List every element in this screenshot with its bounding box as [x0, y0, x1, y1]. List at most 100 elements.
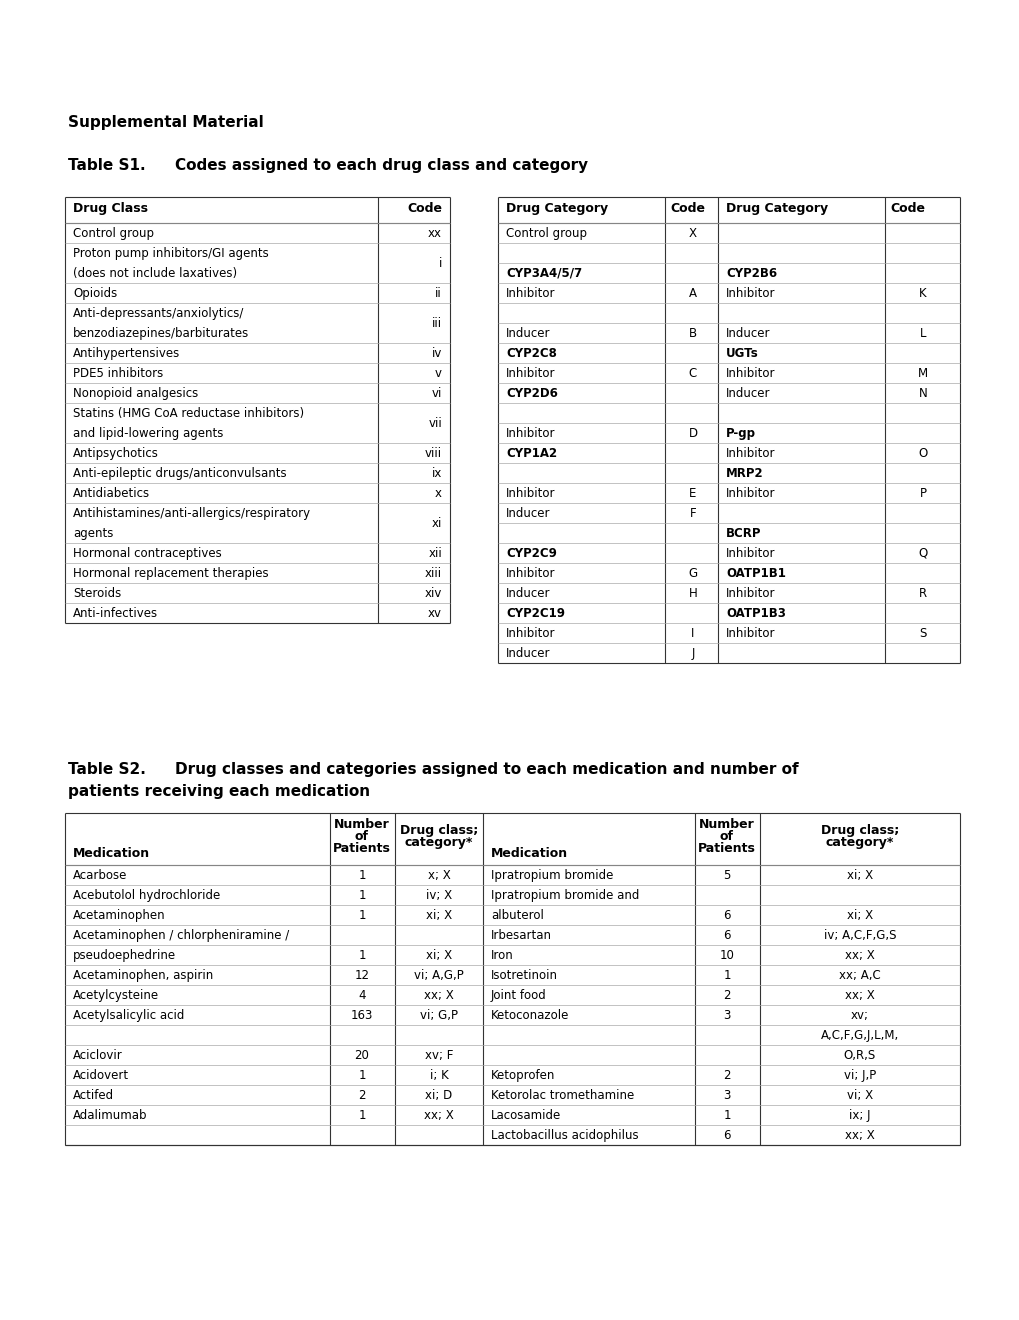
Text: E: E	[689, 487, 696, 500]
Text: xi; X: xi; X	[846, 909, 872, 921]
Text: Inhibitor: Inhibitor	[505, 627, 555, 640]
Text: Drug classes and categories assigned to each medication and number of: Drug classes and categories assigned to …	[175, 762, 798, 777]
Text: Inhibitor: Inhibitor	[505, 367, 555, 380]
Text: X: X	[688, 227, 696, 240]
Text: C: C	[688, 367, 696, 380]
Text: K: K	[918, 286, 926, 300]
Text: agents: agents	[73, 527, 113, 540]
Text: J: J	[691, 647, 694, 660]
Text: iii: iii	[431, 317, 441, 330]
Text: Inhibitor: Inhibitor	[505, 286, 555, 300]
Text: Inducer: Inducer	[726, 327, 769, 341]
Text: CYP3A4/5/7: CYP3A4/5/7	[505, 267, 582, 280]
Text: Codes assigned to each drug class and category: Codes assigned to each drug class and ca…	[175, 158, 588, 173]
Text: Acetylsalicylic acid: Acetylsalicylic acid	[73, 1008, 184, 1022]
Text: A: A	[688, 286, 696, 300]
Text: 1: 1	[722, 969, 730, 982]
Text: viii: viii	[425, 447, 441, 459]
Text: Inducer: Inducer	[505, 327, 550, 341]
Text: Code: Code	[669, 202, 704, 215]
Text: 3: 3	[722, 1008, 730, 1022]
Text: Table S2.: Table S2.	[68, 762, 146, 777]
Text: Aciclovir: Aciclovir	[73, 1049, 122, 1063]
Text: xv;: xv;	[850, 1008, 868, 1022]
Text: P-gp: P-gp	[726, 426, 755, 440]
Text: xx: xx	[428, 227, 441, 240]
Text: G: G	[688, 568, 697, 579]
Text: Code: Code	[890, 202, 924, 215]
Text: Control group: Control group	[73, 227, 154, 240]
Text: BCRP: BCRP	[726, 527, 761, 540]
Text: Drug class;: Drug class;	[399, 824, 478, 837]
Text: MRP2: MRP2	[726, 467, 763, 480]
Text: i; K: i; K	[429, 1069, 448, 1082]
Text: and lipid-lowering agents: and lipid-lowering agents	[73, 426, 223, 440]
Text: Isotretinoin: Isotretinoin	[490, 969, 557, 982]
Text: B: B	[688, 327, 696, 341]
Text: P: P	[918, 487, 925, 500]
Text: 1: 1	[358, 1109, 366, 1122]
Text: Lacosamide: Lacosamide	[490, 1109, 560, 1122]
Text: iv: iv	[431, 347, 441, 360]
Text: vi; J,P: vi; J,P	[843, 1069, 875, 1082]
Text: Drug Category: Drug Category	[726, 202, 827, 215]
Text: xii: xii	[428, 546, 441, 560]
Text: ii: ii	[435, 286, 441, 300]
Text: Adalimumab: Adalimumab	[73, 1109, 148, 1122]
Text: Anti-depressants/anxiolytics/: Anti-depressants/anxiolytics/	[73, 308, 245, 319]
Text: 1: 1	[358, 949, 366, 962]
Text: Inhibitor: Inhibitor	[726, 627, 774, 640]
Text: Table S1.: Table S1.	[68, 158, 146, 173]
Text: D: D	[688, 426, 697, 440]
Text: Drug class;: Drug class;	[820, 824, 898, 837]
Text: Anti-infectives: Anti-infectives	[73, 607, 158, 620]
Text: x: x	[434, 487, 441, 500]
Text: Joint food: Joint food	[490, 989, 546, 1002]
Text: Iron: Iron	[490, 949, 514, 962]
Text: xx; X: xx; X	[845, 949, 874, 962]
Text: OATP1B3: OATP1B3	[726, 607, 785, 620]
Text: Q: Q	[917, 546, 926, 560]
Text: Inhibitor: Inhibitor	[726, 367, 774, 380]
Text: vi; G,P: vi; G,P	[420, 1008, 458, 1022]
Text: i: i	[438, 257, 441, 271]
Text: Acetaminophen, aspirin: Acetaminophen, aspirin	[73, 969, 213, 982]
Text: Inhibitor: Inhibitor	[726, 447, 774, 459]
Text: xi: xi	[431, 517, 441, 531]
Text: Acarbose: Acarbose	[73, 869, 127, 882]
Text: CYP2C8: CYP2C8	[505, 347, 556, 360]
Text: 5: 5	[722, 869, 730, 882]
Text: v: v	[434, 367, 441, 380]
Text: Steroids: Steroids	[73, 587, 121, 601]
Text: 1: 1	[358, 909, 366, 921]
Text: R: R	[918, 587, 926, 601]
Text: benzodiazepines/barbiturates: benzodiazepines/barbiturates	[73, 327, 249, 341]
Text: Inducer: Inducer	[505, 647, 550, 660]
Text: category*: category*	[825, 836, 894, 849]
Text: 163: 163	[351, 1008, 373, 1022]
Text: Control group: Control group	[505, 227, 586, 240]
Text: N: N	[918, 387, 926, 400]
Text: patients receiving each medication: patients receiving each medication	[68, 784, 370, 799]
Text: Number: Number	[698, 818, 754, 832]
Text: Inhibitor: Inhibitor	[505, 568, 555, 579]
Text: 6: 6	[722, 909, 730, 921]
Text: Ketorolac tromethamine: Ketorolac tromethamine	[490, 1089, 634, 1102]
Text: Medication: Medication	[73, 847, 150, 861]
Text: OATP1B1: OATP1B1	[726, 568, 785, 579]
Text: of: of	[719, 830, 734, 843]
Text: 12: 12	[355, 969, 369, 982]
Text: Code: Code	[407, 202, 441, 215]
Text: albuterol: albuterol	[490, 909, 543, 921]
Text: 10: 10	[718, 949, 734, 962]
Text: Antidiabetics: Antidiabetics	[73, 487, 150, 500]
Text: Ketoprofen: Ketoprofen	[490, 1069, 554, 1082]
Text: Acebutolol hydrochloride: Acebutolol hydrochloride	[73, 888, 220, 902]
Text: O,R,S: O,R,S	[843, 1049, 875, 1063]
Text: CYP2D6: CYP2D6	[505, 387, 557, 400]
Text: xv; F: xv; F	[424, 1049, 452, 1063]
Text: vii: vii	[428, 417, 441, 430]
Text: xx; X: xx; X	[845, 1129, 874, 1142]
Text: vi; X: vi; X	[846, 1089, 872, 1102]
Text: ix: ix	[431, 467, 441, 480]
